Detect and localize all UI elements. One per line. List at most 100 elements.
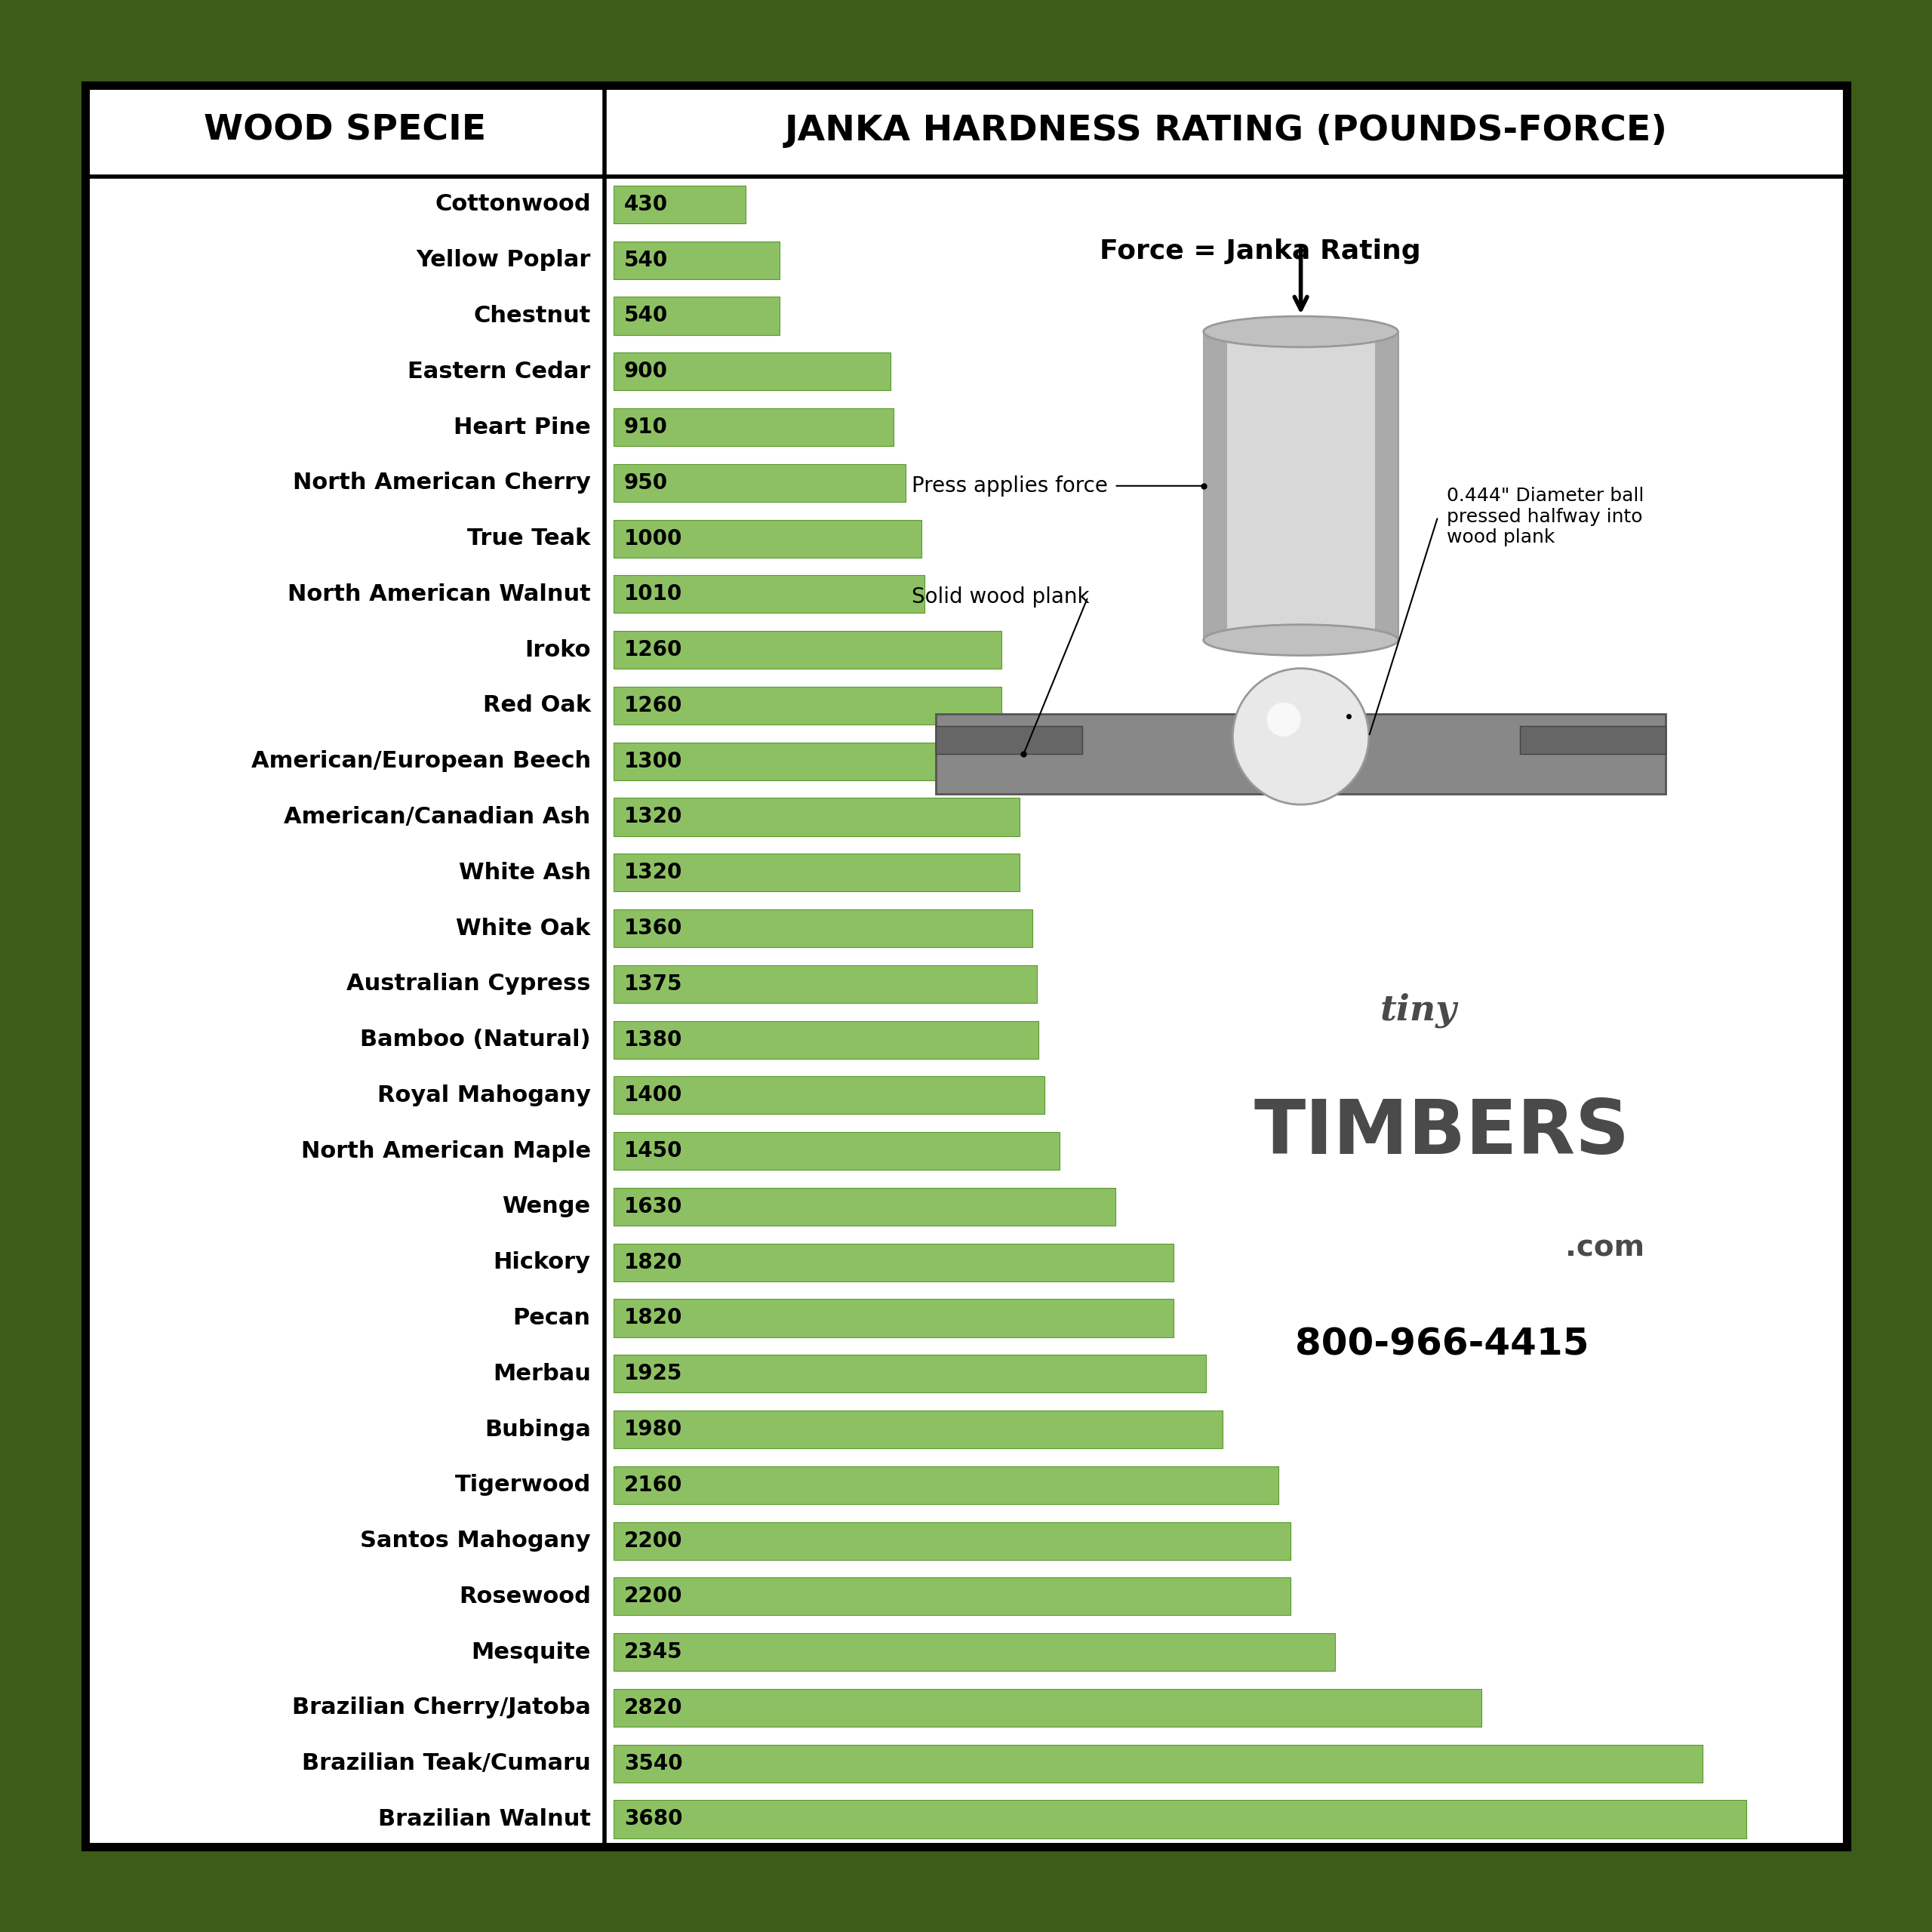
Text: TIMBERS: TIMBERS	[1254, 1097, 1631, 1171]
Text: 1260: 1260	[624, 696, 682, 717]
Text: Force = Janka Rating: Force = Janka Rating	[1099, 240, 1420, 265]
Text: 1925: 1925	[624, 1364, 682, 1385]
Bar	[614, 298, 781, 334]
Text: 950: 950	[624, 471, 668, 493]
Bar	[614, 352, 891, 390]
Bar	[614, 1244, 1173, 1281]
Text: Red Oak: Red Oak	[483, 696, 591, 717]
Text: Hickory: Hickory	[493, 1252, 591, 1273]
Text: North American Cherry: North American Cherry	[292, 471, 591, 495]
Text: Royal Mahogany: Royal Mahogany	[377, 1084, 591, 1107]
Bar	[614, 185, 746, 224]
Ellipse shape	[1204, 624, 1399, 655]
Text: 1000: 1000	[624, 527, 682, 549]
Text: 1820: 1820	[624, 1252, 682, 1273]
Bar	[614, 408, 895, 446]
Text: tiny: tiny	[1379, 993, 1457, 1028]
Text: White Ash: White Ash	[458, 862, 591, 883]
Bar	[1204, 332, 1227, 639]
Text: 1010: 1010	[624, 583, 682, 605]
Text: 910: 910	[624, 417, 668, 439]
Text: Cottonwood: Cottonwood	[435, 193, 591, 214]
Text: Wenge: Wenge	[502, 1196, 591, 1217]
Bar	[1520, 726, 1665, 753]
Bar	[614, 1578, 1291, 1615]
Bar	[614, 1132, 1061, 1171]
Bar	[614, 1298, 1173, 1337]
Bar	[614, 1410, 1223, 1449]
Text: Iroko: Iroko	[526, 639, 591, 661]
Text: 1450: 1450	[624, 1140, 682, 1161]
Text: 540: 540	[624, 249, 668, 270]
Bar	[614, 1020, 1037, 1059]
Text: 1320: 1320	[624, 862, 682, 883]
Text: 3680: 3680	[624, 1808, 682, 1830]
Text: 1400: 1400	[624, 1084, 682, 1105]
Text: Merbau: Merbau	[493, 1362, 591, 1385]
Text: Press applies force: Press applies force	[912, 475, 1107, 497]
Bar	[614, 1689, 1482, 1727]
Bar	[614, 520, 922, 558]
Bar	[614, 632, 1001, 668]
Bar	[614, 464, 906, 502]
Text: Rosewood: Rosewood	[458, 1586, 591, 1607]
Bar	[614, 798, 1020, 837]
Text: 1980: 1980	[624, 1418, 682, 1439]
Text: American/European Beech: American/European Beech	[251, 750, 591, 773]
Text: 540: 540	[624, 305, 668, 327]
Text: 3540: 3540	[624, 1752, 682, 1774]
Text: 1360: 1360	[624, 918, 682, 939]
Text: True Teak: True Teak	[468, 527, 591, 549]
Text: Heart Pine: Heart Pine	[454, 415, 591, 439]
Bar	[614, 910, 1032, 947]
Text: Tigerwood: Tigerwood	[454, 1474, 591, 1495]
Text: Australian Cypress: Australian Cypress	[346, 974, 591, 995]
Text: Bamboo (Natural): Bamboo (Natural)	[359, 1028, 591, 1051]
Bar	[614, 1076, 1045, 1115]
Text: Bubinga: Bubinga	[485, 1418, 591, 1441]
Bar	[614, 1745, 1702, 1783]
Text: 1375: 1375	[624, 974, 682, 995]
Text: North American Walnut: North American Walnut	[288, 583, 591, 605]
Bar	[614, 1522, 1291, 1559]
Bar	[935, 715, 1665, 794]
Text: 1630: 1630	[624, 1196, 682, 1217]
Ellipse shape	[1204, 317, 1399, 348]
Bar	[1204, 332, 1399, 639]
Text: Mesquite: Mesquite	[471, 1640, 591, 1663]
Text: JANKA HARDNESS RATING (POUNDS-FORCE): JANKA HARDNESS RATING (POUNDS-FORCE)	[784, 114, 1667, 149]
Bar	[614, 1188, 1115, 1225]
Circle shape	[1233, 668, 1370, 804]
Text: White Oak: White Oak	[456, 918, 591, 939]
Text: 900: 900	[624, 361, 668, 383]
Text: Santos Mahogany: Santos Mahogany	[359, 1530, 591, 1551]
Text: Pecan: Pecan	[514, 1308, 591, 1329]
Text: 2200: 2200	[624, 1530, 682, 1551]
Text: Brazilian Walnut: Brazilian Walnut	[379, 1808, 591, 1830]
Text: Brazilian Cherry/Jatoba: Brazilian Cherry/Jatoba	[292, 1696, 591, 1719]
Text: 1300: 1300	[624, 752, 682, 771]
Bar	[614, 686, 1001, 724]
Text: American/Canadian Ash: American/Canadian Ash	[284, 806, 591, 829]
Text: Solid wood plank: Solid wood plank	[912, 585, 1090, 607]
Bar	[614, 576, 923, 612]
Text: 2200: 2200	[624, 1586, 682, 1607]
Text: 800-966-4415: 800-966-4415	[1294, 1327, 1588, 1362]
Text: 1320: 1320	[624, 806, 682, 827]
Bar	[614, 1801, 1747, 1837]
Text: 2345: 2345	[624, 1642, 682, 1663]
Text: 0.444" Diameter ball
pressed halfway into
wood plank: 0.444" Diameter ball pressed halfway int…	[1447, 487, 1644, 547]
Bar	[614, 242, 781, 278]
Bar	[935, 726, 1082, 753]
Text: 1380: 1380	[624, 1030, 682, 1051]
Text: 1820: 1820	[624, 1308, 682, 1329]
Bar	[614, 966, 1037, 1003]
Bar	[1376, 332, 1399, 639]
Text: 2160: 2160	[624, 1474, 682, 1495]
Text: .com: .com	[1565, 1233, 1644, 1262]
Text: 1260: 1260	[624, 639, 682, 661]
Text: North American Maple: North American Maple	[301, 1140, 591, 1161]
Bar	[614, 1633, 1335, 1671]
Bar	[614, 854, 1020, 891]
Bar	[614, 1354, 1206, 1393]
